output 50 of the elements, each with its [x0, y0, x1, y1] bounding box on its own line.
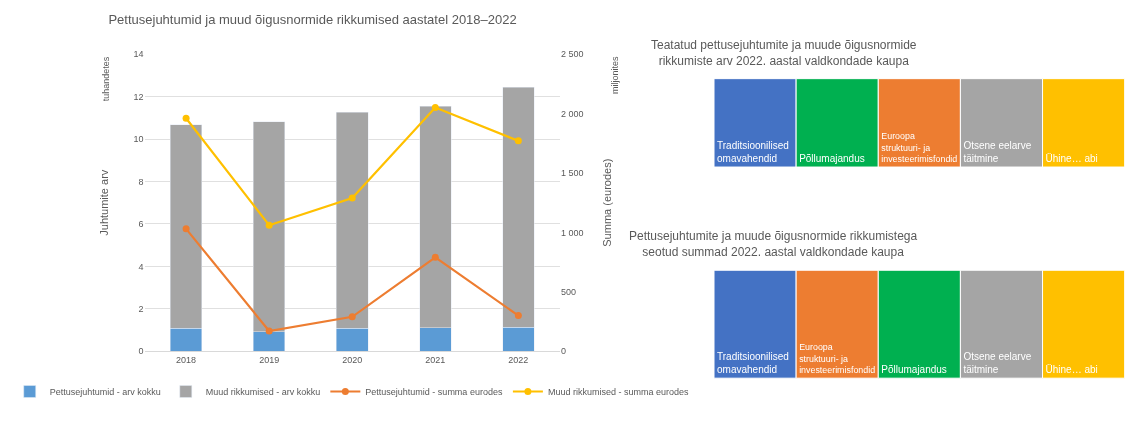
text: Teatatud pettusejuhtumite ja muude õigusnormide rikkumiste arv 2022. aastal valdkondade kaupa: [651, 38, 917, 68]
text: tuhandetes: [101, 56, 111, 102]
point: [431, 104, 439, 112]
text: miljonites: [609, 55, 620, 94]
category-label: Põllumajandus: [799, 153, 865, 165]
category-label: Traditsioonilised omavahendid: [717, 140, 789, 165]
y2-tick-label: 0: [560, 346, 566, 357]
category-label: Euroopa struktuuri- ja investeerimisfondid: [881, 131, 958, 165]
y-tick-label: 8: [138, 176, 144, 187]
x-tick-label: 2022: [508, 355, 529, 366]
point: [514, 312, 522, 320]
y-tick-label: 12: [133, 91, 144, 102]
text: Pettusejuhtumite ja muude õigusnormide rikkumistega seotud summad 2022. aastal valdkondade kaupa: [629, 229, 918, 259]
point: [348, 313, 356, 321]
legend-label: Pettusejuhtumid - summa eurodes: [365, 387, 503, 398]
legend-label: Muud rikkumised - arv kokku: [205, 387, 321, 398]
x-tick-label: 2021: [425, 355, 446, 366]
category-label: Euroopa struktuuri- ja investeerimisfondid: [799, 342, 876, 376]
category-label: Põllumajandus: [881, 364, 947, 376]
y2-tick-label: 1 000: [560, 227, 584, 238]
y-axis-title: Juhtumite arv: [98, 169, 111, 236]
category-label: Otsene eelarve täitmine: [963, 140, 1032, 165]
point: [182, 114, 190, 122]
category-label: Ühine… abi: [1045, 153, 1098, 165]
point: [265, 221, 273, 229]
y-tick-label: 10: [133, 134, 144, 145]
category-label: Ühine… abi: [1045, 364, 1098, 376]
y2-tick-label: 1 500: [560, 168, 584, 179]
y2-axis-title: Summa (eurodes): [600, 158, 613, 247]
y2-tick-label: 2 500: [560, 49, 584, 60]
y-tick-label: 4: [138, 261, 144, 272]
y2-tick-label: 500: [560, 286, 576, 297]
x-tick-label: 2018: [176, 355, 197, 366]
x-tick-label: 2019: [259, 355, 280, 366]
y2-tick-label: 2 000: [560, 108, 584, 119]
x-tick-label: 2020: [342, 355, 363, 366]
point: [514, 137, 522, 145]
y-tick-label: 0: [138, 346, 144, 357]
point: [182, 225, 190, 233]
legend-label: Muud rikkumised - summa eurodes: [547, 387, 689, 398]
point: [348, 194, 356, 202]
y-tick-label: 2: [138, 303, 144, 314]
chart-title: Pettusejuhtumid ja muud õigusnormide rikkumised aastatel 2018–2022: [108, 11, 517, 27]
point: [265, 327, 273, 335]
y-tick-label: 6: [138, 219, 144, 230]
y-tick-label: 14: [133, 49, 144, 60]
legend-label: Pettusejuhtumid - arv kokku: [49, 387, 161, 398]
point: [431, 253, 439, 261]
category-label: Traditsioonilised omavahendid: [717, 351, 789, 376]
category-label: Otsene eelarve täitmine: [963, 351, 1032, 376]
